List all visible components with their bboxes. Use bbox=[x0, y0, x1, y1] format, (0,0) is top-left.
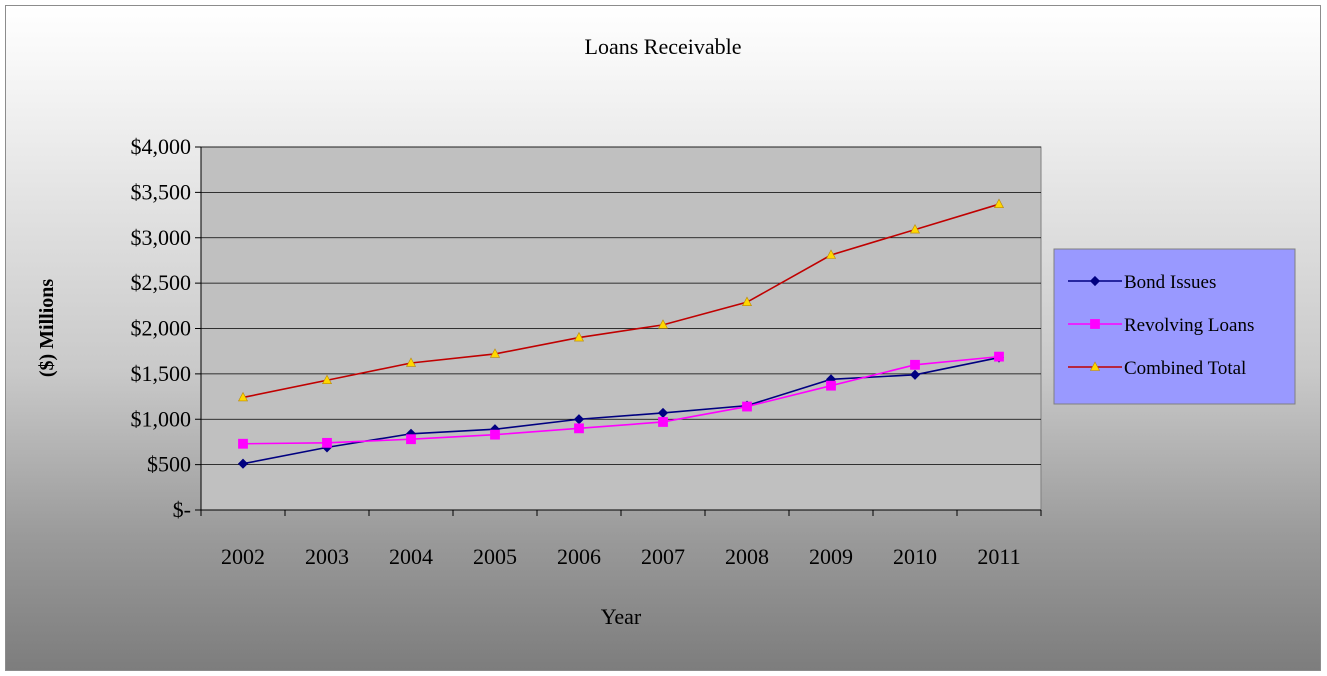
chart-container: Loans Receivable $- $500 $1,000 $1,500 $2,00… bbox=[5, 5, 1321, 671]
y-tick-label: $2,000 bbox=[131, 316, 192, 341]
data-point-revolving-loans bbox=[658, 417, 668, 427]
data-point-revolving-loans bbox=[574, 423, 584, 434]
legend-label: Combined Total bbox=[1124, 358, 1246, 379]
legend-marker bbox=[1090, 361, 1100, 371]
data-point-combined-total bbox=[490, 348, 500, 358]
data-point-bond-issues bbox=[237, 458, 249, 469]
chart-title: Loans Receivable bbox=[585, 34, 742, 59]
data-point-combined-total bbox=[238, 391, 248, 402]
series-line-combined-total bbox=[242, 203, 1000, 399]
data-point-combined-total bbox=[322, 374, 332, 385]
y-tick-label: $3,500 bbox=[131, 179, 192, 204]
y-axis-title: ($) Millions bbox=[36, 279, 58, 378]
y-tick-label: $2,500 bbox=[131, 270, 192, 295]
data-point-revolving-loans bbox=[910, 359, 920, 370]
x-tick-label: 2010 bbox=[893, 544, 937, 569]
legend-item-revolving-loans: Revolving Loans bbox=[1068, 315, 1254, 336]
x-tick-label: 2005 bbox=[473, 544, 517, 569]
x-tick-label: 2008 bbox=[725, 544, 769, 569]
y-tick-label: $1,000 bbox=[131, 406, 192, 431]
data-point-revolving-loans bbox=[994, 351, 1004, 362]
legend-marker bbox=[1089, 275, 1101, 287]
data-point-revolving-loans bbox=[406, 434, 416, 445]
line-chart: Loans Receivable $- $500 $1,000 $1,500 $2,00… bbox=[36, 34, 1296, 629]
data-point-combined-total bbox=[994, 198, 1004, 208]
data-point-revolving-loans bbox=[490, 429, 500, 440]
data-point-combined-total bbox=[658, 319, 668, 329]
series-combined-total bbox=[238, 198, 1004, 402]
legend-item-combined-total: Combined Total bbox=[1068, 358, 1246, 379]
gridlines bbox=[201, 146, 1041, 466]
y-tick-label: $500 bbox=[147, 452, 191, 477]
x-tick-label: 2002 bbox=[221, 544, 265, 569]
data-point-combined-total bbox=[826, 249, 836, 259]
x-tick-label: 2009 bbox=[809, 544, 853, 569]
y-tick-label: $3,000 bbox=[131, 225, 192, 250]
legend-marker bbox=[1090, 319, 1100, 329]
data-point-revolving-loans bbox=[238, 438, 248, 449]
x-axis-title: Year bbox=[601, 604, 642, 629]
series-lines bbox=[237, 198, 1005, 469]
legend-label: Bond Issues bbox=[1124, 272, 1216, 293]
data-point-revolving-loans bbox=[826, 380, 836, 391]
legend: Bond Issues Revolving Loans Combined Total bbox=[1053, 248, 1296, 405]
y-tick-label: $- bbox=[173, 497, 191, 522]
y-tick-label: $4,000 bbox=[131, 134, 192, 159]
x-tick-label: 2004 bbox=[389, 544, 433, 569]
data-point-bond-issues bbox=[909, 369, 921, 380]
series-line-revolving-loans bbox=[242, 355, 1000, 445]
data-point-combined-total bbox=[910, 223, 920, 234]
x-tick-label: 2006 bbox=[557, 544, 601, 569]
data-point-combined-total bbox=[742, 296, 752, 306]
legend-item-bond-issues: Bond Issues bbox=[1068, 272, 1216, 293]
axes: $- $500 $1,000 $1,500 $2,000 $2,500 $3,000 $3,5… bbox=[131, 134, 1042, 569]
series-revolving-loans bbox=[238, 351, 1004, 449]
legend-label: Revolving Loans bbox=[1124, 315, 1254, 336]
data-point-revolving-loans bbox=[322, 437, 332, 448]
data-point-combined-total bbox=[406, 357, 416, 367]
x-tick-label: 2011 bbox=[977, 544, 1020, 569]
y-tick-label: $1,500 bbox=[131, 361, 192, 386]
data-point-combined-total bbox=[574, 331, 584, 342]
data-point-revolving-loans bbox=[742, 401, 752, 412]
x-tick-label: 2007 bbox=[641, 544, 685, 569]
x-tick-label: 2003 bbox=[305, 544, 349, 569]
